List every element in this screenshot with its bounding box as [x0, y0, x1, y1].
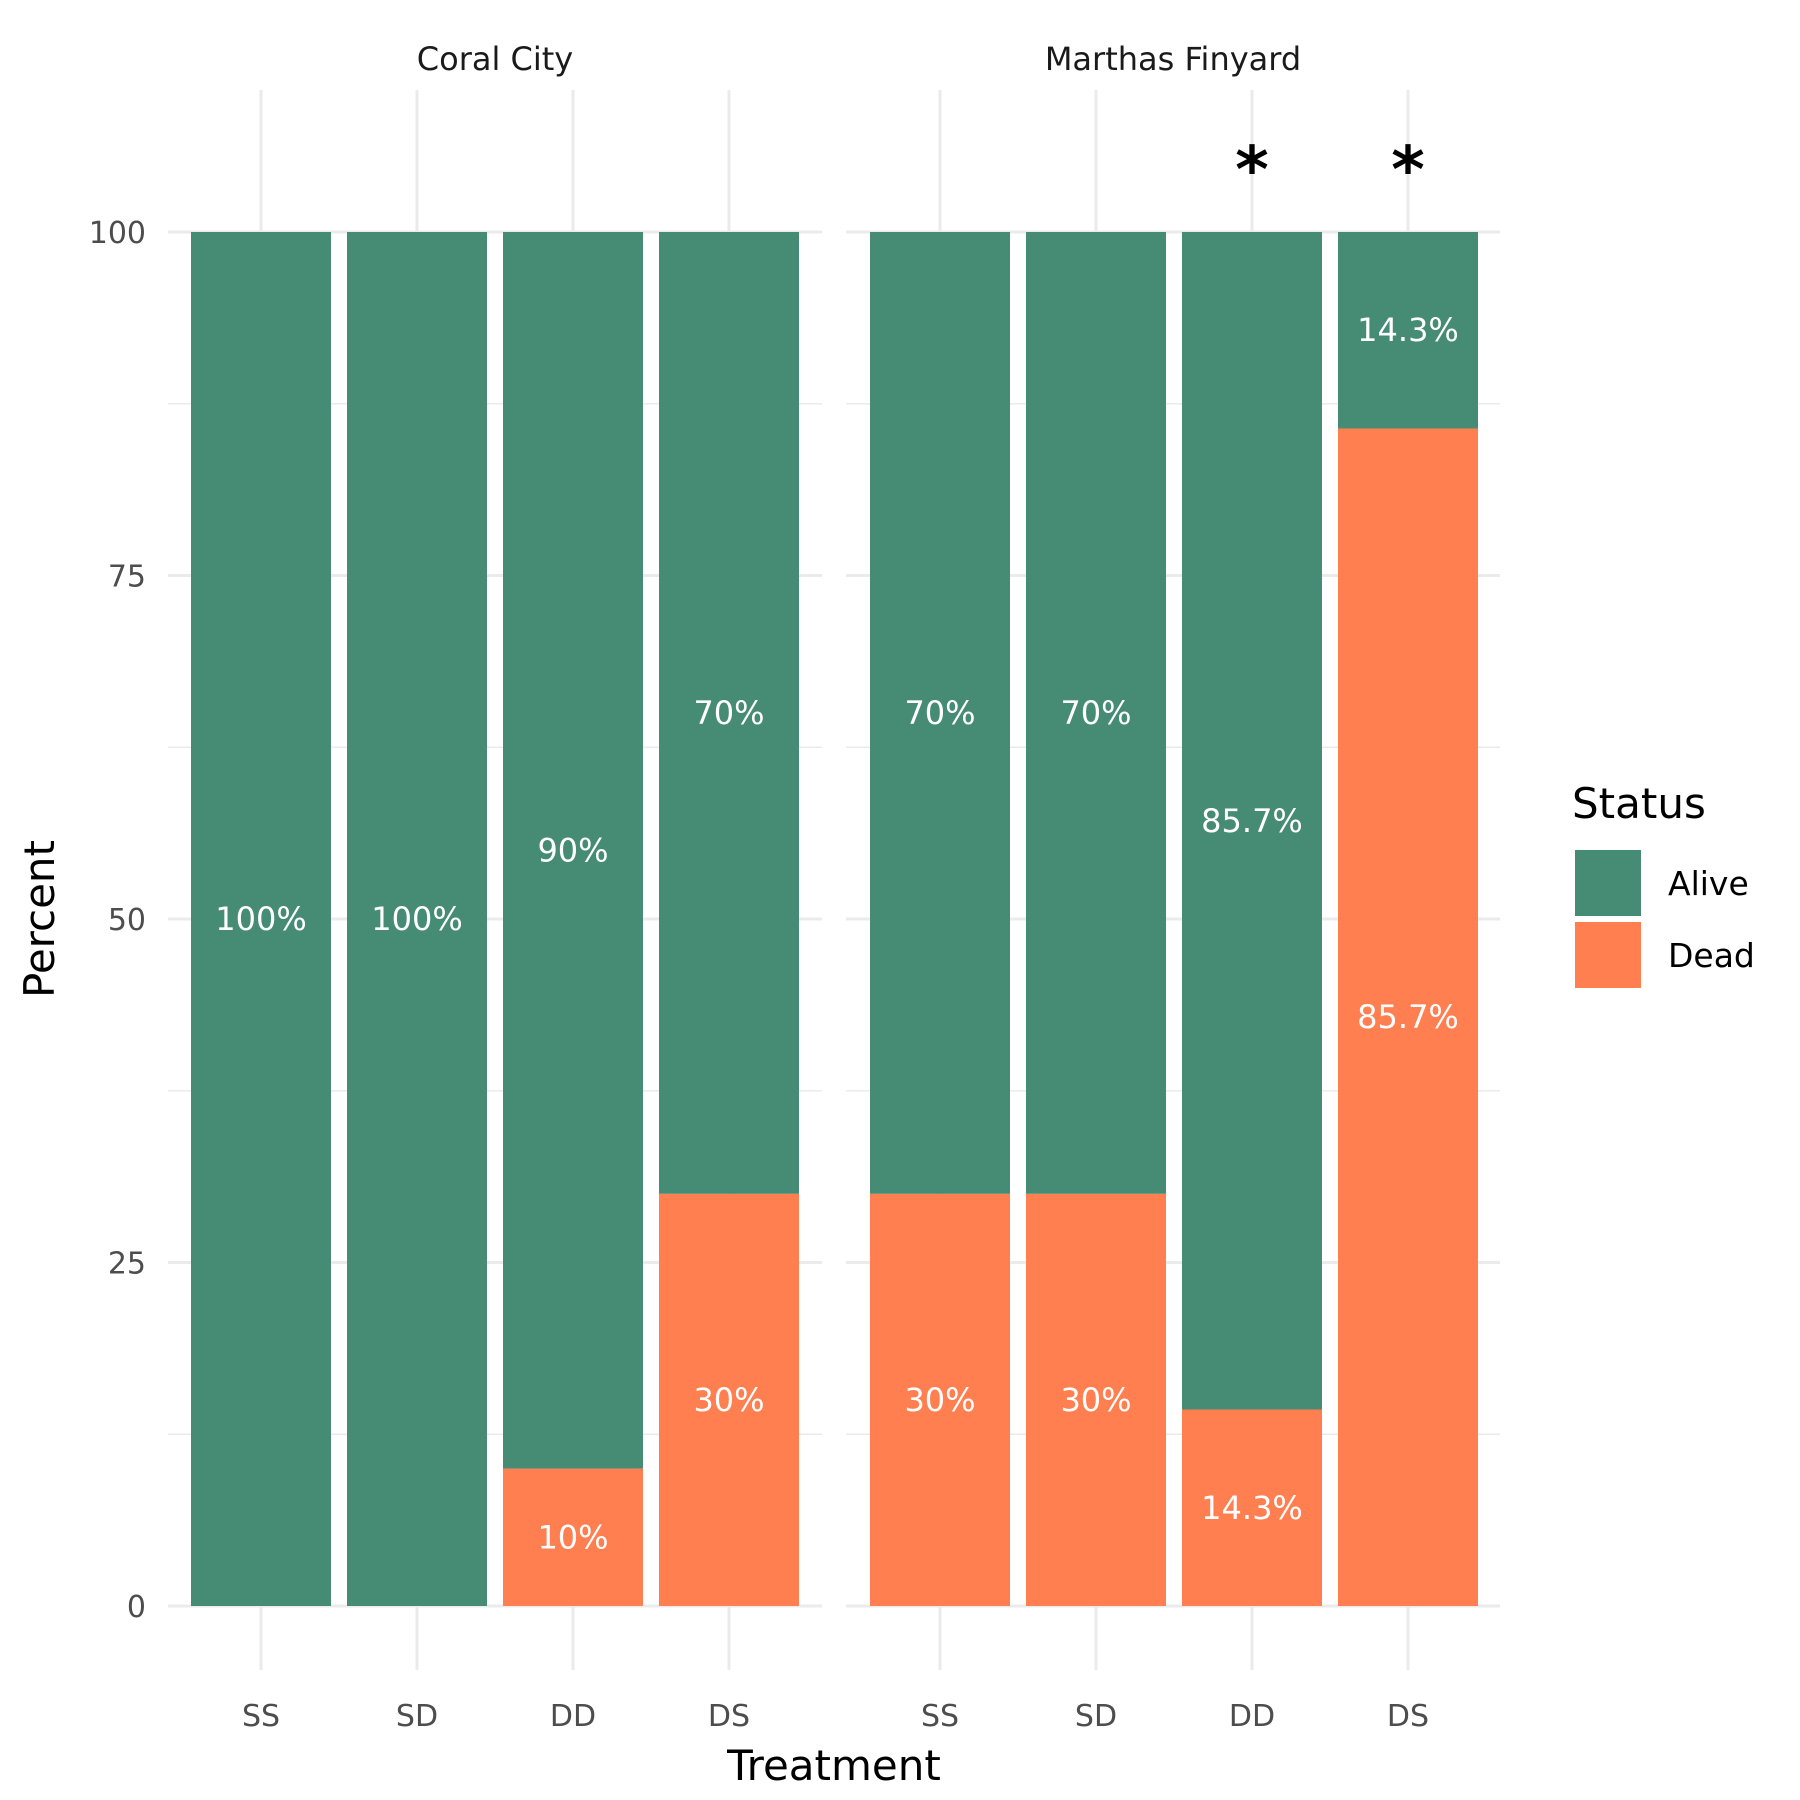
facet-strip-label: Marthas Finyard — [1045, 40, 1301, 78]
y-axis-title: Percent — [15, 840, 64, 998]
bar-value-label: 30% — [1060, 1381, 1131, 1419]
legend-key-alive — [1575, 850, 1641, 916]
bar-value-label: 85.7% — [1201, 802, 1303, 840]
bar-dead-dd — [1182, 1409, 1322, 1606]
legend: Status Alive Dead — [1572, 779, 1755, 988]
bar-alive-ds — [1338, 232, 1478, 429]
bar-alive-dd — [1182, 232, 1322, 1410]
axes: SS SD DD DS Coral City SS SD DD DS Marthas Finyar… — [15, 40, 1429, 1790]
bar-value-label: 14.3% — [1201, 1489, 1303, 1527]
legend-label-alive: Alive — [1668, 864, 1749, 903]
bar-value-label: 70% — [904, 694, 975, 732]
significance-mark: * — [1391, 134, 1424, 208]
bar-dead-dd — [503, 1468, 643, 1606]
bar-dead-ds — [1338, 428, 1478, 1607]
bar-value-label: 90% — [537, 831, 608, 869]
bar-alive-sd — [347, 232, 487, 1606]
significance-mark: * — [1235, 134, 1268, 208]
facet-strip-label: Coral City — [417, 40, 573, 78]
legend-title: Status — [1572, 779, 1706, 828]
x-tick-label: SD — [396, 1699, 438, 1734]
legend-label-dead: Dead — [1668, 936, 1755, 975]
bar-alive-ss — [870, 232, 1010, 1194]
bar-alive-sd — [1026, 232, 1166, 1194]
bar-value-label: 85.7% — [1357, 998, 1459, 1036]
y-tick-label: 100 — [89, 216, 146, 251]
x-tick-label: SS — [921, 1699, 959, 1734]
x-tick-label: SD — [1075, 1699, 1117, 1734]
x-tick-label: DS — [1387, 1699, 1429, 1734]
bar-value-label: 10% — [537, 1518, 608, 1556]
bars — [191, 232, 1478, 1607]
x-tick-label: DD — [1229, 1699, 1275, 1734]
bar-alive-ss — [191, 232, 331, 1606]
x-tick-label: DD — [550, 1699, 596, 1734]
bar-dead-sd — [1026, 1193, 1166, 1606]
y-tick-label: 50 — [108, 903, 146, 938]
x-tick-label: SS — [242, 1699, 280, 1734]
bar-dead-ss — [870, 1193, 1010, 1606]
bar-alive-dd — [503, 232, 643, 1469]
bar-dead-ds — [659, 1193, 799, 1606]
bar-value-label: 70% — [693, 694, 764, 732]
bar-value-label: 30% — [904, 1381, 975, 1419]
legend-key-dead — [1575, 922, 1641, 988]
bar-value-label: 70% — [1060, 694, 1131, 732]
x-tick-label: DS — [708, 1699, 750, 1734]
bar-value-label: 14.3% — [1357, 311, 1459, 349]
y-tick-label: 75 — [108, 560, 146, 595]
y-tick-label: 25 — [108, 1247, 146, 1282]
bar-value-label: 100% — [371, 900, 462, 938]
y-tick-label: 0 — [127, 1590, 146, 1625]
x-axis-title: Treatment — [726, 1741, 941, 1790]
bar-value-label: 100% — [215, 900, 306, 938]
bar-labels: 100% 100% 10% 90% 30% 70% 30% 70% 30% 70% 14.3% 85.… — [215, 134, 1459, 1556]
bar-value-label: 30% — [693, 1381, 764, 1419]
bar-alive-ds — [659, 232, 799, 1194]
